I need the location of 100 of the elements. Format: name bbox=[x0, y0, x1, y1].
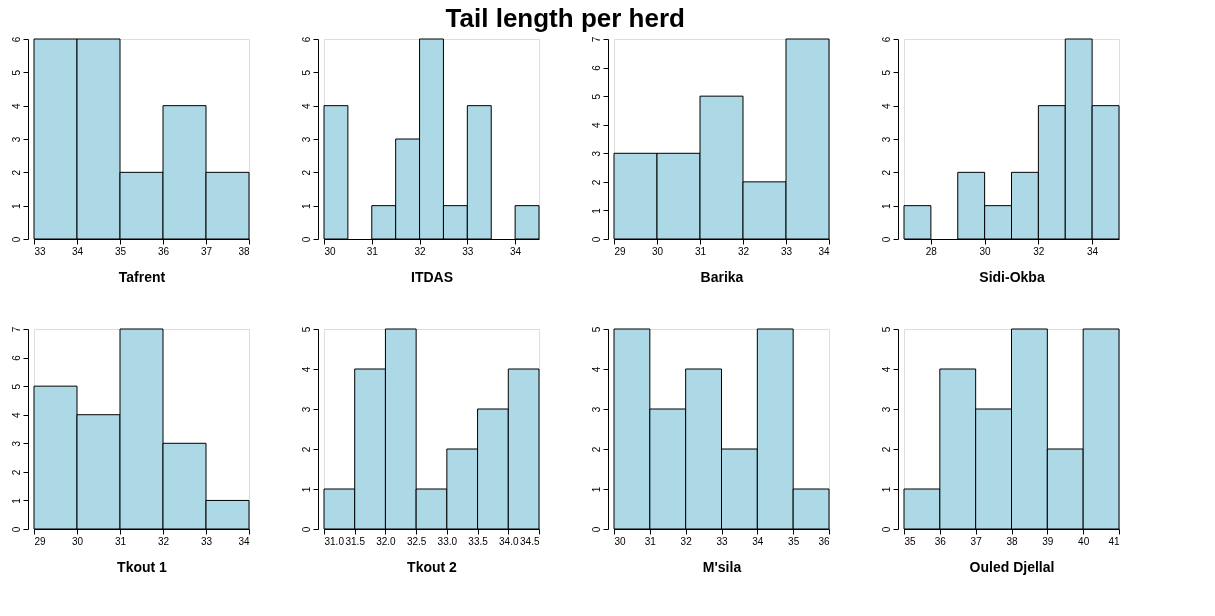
x-tick-label: 32 bbox=[680, 535, 693, 547]
x-tick-label: 30 bbox=[324, 245, 337, 257]
x-tick-label: 32 bbox=[737, 245, 750, 257]
x-tick-label: 36 bbox=[934, 535, 947, 547]
y-tick-label: 1 bbox=[880, 202, 892, 209]
x-tick-label: 29 bbox=[614, 245, 627, 257]
y-tick-label: 5 bbox=[300, 69, 312, 76]
x-tick-label: 39 bbox=[1042, 535, 1054, 547]
x-tick-label: 31 bbox=[366, 245, 379, 257]
x-axis-title: Tkout 2 bbox=[407, 558, 458, 575]
y-tick-label: 5 bbox=[590, 93, 602, 100]
y-tick-label: 4 bbox=[590, 122, 602, 128]
y-tick-label: 1 bbox=[300, 486, 312, 493]
x-axis-title: Barika bbox=[700, 268, 744, 285]
y-tick-label: 5 bbox=[880, 69, 892, 76]
y-tick-label: 3 bbox=[10, 440, 22, 447]
y-tick-label: 4 bbox=[10, 412, 22, 418]
x-axis-title: Tkout 1 bbox=[117, 558, 168, 575]
y-tick-label: 4 bbox=[880, 366, 892, 373]
x-axis-title: Sidi-Okba bbox=[979, 268, 1045, 285]
y-tick-label: 7 bbox=[10, 326, 22, 333]
y-tick-label: 0 bbox=[10, 526, 22, 533]
y-tick-label: 1 bbox=[300, 202, 312, 209]
y-tick-label: 5 bbox=[10, 69, 22, 76]
x-tick-label: 40 bbox=[1078, 535, 1090, 547]
y-tick-label: 3 bbox=[300, 136, 312, 143]
y-tick-label: 6 bbox=[590, 64, 602, 71]
y-tick-label: 3 bbox=[10, 136, 22, 143]
y-tick-label: 4 bbox=[880, 102, 892, 109]
y-tick-label: 1 bbox=[590, 486, 602, 493]
y-tick-label: 6 bbox=[880, 36, 892, 43]
x-tick-label: 29 bbox=[34, 535, 47, 547]
y-tick-label: 0 bbox=[880, 236, 892, 243]
x-tick-label: 30 bbox=[71, 535, 84, 547]
y-tick-label: 5 bbox=[10, 383, 22, 390]
y-tick-label: 0 bbox=[300, 526, 312, 533]
x-tick-label: 31 bbox=[114, 535, 127, 547]
x-tick-label: 35 bbox=[788, 535, 800, 547]
y-tick-label: 0 bbox=[300, 236, 312, 243]
x-tick-label: 31.0 bbox=[324, 535, 345, 547]
x-tick-label: 33 bbox=[780, 245, 793, 257]
y-tick-label: 4 bbox=[300, 366, 312, 373]
x-tick-label: 32.5 bbox=[406, 535, 427, 547]
x-axis-title: Tafrent bbox=[118, 268, 166, 285]
x-tick-label: 41 bbox=[1108, 535, 1120, 547]
x-tick-label: 30 bbox=[979, 245, 992, 257]
x-axis-title: M'sila bbox=[702, 558, 742, 575]
x-tick-label: 33 bbox=[716, 535, 728, 547]
y-tick-label: 1 bbox=[10, 497, 22, 504]
x-tick-label: 30 bbox=[651, 245, 664, 257]
x-tick-label: 35 bbox=[114, 245, 127, 257]
y-tick-label: 0 bbox=[590, 236, 602, 243]
y-tick-label: 5 bbox=[590, 326, 602, 333]
x-tick-label: 38 bbox=[238, 245, 250, 257]
y-tick-label: 4 bbox=[10, 102, 22, 109]
x-tick-label: 33 bbox=[200, 535, 213, 547]
y-tick-label: 2 bbox=[880, 169, 892, 176]
y-tick-label: 2 bbox=[10, 169, 22, 176]
y-tick-label: 2 bbox=[300, 169, 312, 176]
y-tick-label: 3 bbox=[590, 406, 602, 413]
x-tick-label: 34 bbox=[510, 245, 522, 257]
y-tick-label: 5 bbox=[300, 326, 312, 333]
x-tick-label: 34.0 bbox=[499, 535, 519, 547]
x-tick-label: 37 bbox=[970, 535, 983, 547]
x-tick-label: 35 bbox=[904, 535, 917, 547]
x-tick-label: 34 bbox=[238, 535, 250, 547]
y-tick-label: 6 bbox=[10, 354, 22, 361]
y-tick-label: 1 bbox=[880, 486, 892, 493]
y-tick-label: 0 bbox=[590, 526, 602, 533]
x-tick-label: 31.5 bbox=[345, 535, 366, 547]
y-tick-label: 5 bbox=[880, 326, 892, 333]
y-tick-label: 2 bbox=[590, 446, 602, 453]
y-tick-label: 3 bbox=[880, 406, 892, 413]
y-tick-label: 0 bbox=[880, 526, 892, 533]
x-tick-label: 38 bbox=[1006, 535, 1018, 547]
x-tick-label: 32 bbox=[157, 535, 170, 547]
x-tick-label: 33.0 bbox=[437, 535, 458, 547]
x-axis-title: ITDAS bbox=[411, 268, 453, 285]
x-tick-label: 31 bbox=[694, 245, 707, 257]
y-tick-label: 1 bbox=[10, 202, 22, 209]
x-tick-label: 34 bbox=[71, 245, 84, 257]
x-tick-label: 32.0 bbox=[376, 535, 397, 547]
y-tick-label: 4 bbox=[300, 102, 312, 109]
x-tick-label: 32 bbox=[414, 245, 427, 257]
x-tick-label: 36 bbox=[818, 535, 830, 547]
y-tick-label: 3 bbox=[300, 406, 312, 413]
x-tick-label: 30 bbox=[614, 535, 627, 547]
y-tick-label: 7 bbox=[590, 36, 602, 43]
y-tick-label: 2 bbox=[590, 179, 602, 186]
x-tick-label: 34 bbox=[818, 245, 830, 257]
x-tick-label: 34 bbox=[1087, 245, 1099, 257]
y-tick-label: 2 bbox=[10, 469, 22, 476]
x-tick-label: 33 bbox=[34, 245, 47, 257]
y-tick-label: 3 bbox=[880, 136, 892, 143]
x-tick-label: 37 bbox=[200, 245, 213, 257]
y-tick-label: 4 bbox=[590, 366, 602, 373]
y-tick-label: 6 bbox=[10, 36, 22, 43]
chart-title: Tail length per herd bbox=[445, 2, 685, 33]
x-tick-label: 34.5 bbox=[520, 535, 540, 547]
x-tick-label: 31 bbox=[644, 535, 657, 547]
